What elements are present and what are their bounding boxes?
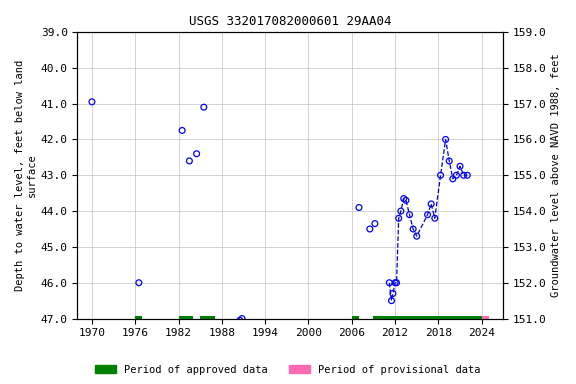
Point [192, 151, 201, 157]
Point [452, 172, 461, 178]
Point [408, 226, 418, 232]
Bar [438, 316, 446, 321]
Point [388, 290, 397, 296]
Bar [186, 316, 193, 321]
Point [237, 316, 247, 322]
Point [427, 201, 436, 207]
Bar [482, 316, 489, 321]
Bar [424, 316, 431, 321]
Point [88, 99, 97, 105]
Bar [475, 316, 482, 321]
Bar [431, 316, 438, 321]
Point [441, 136, 450, 142]
Point [445, 158, 454, 164]
Point [456, 163, 465, 169]
Point [459, 172, 468, 178]
Title: USGS 332017082000601 29AA04: USGS 332017082000601 29AA04 [189, 15, 392, 28]
Bar [381, 316, 388, 321]
Bar [135, 316, 142, 321]
Point [399, 195, 408, 202]
Point [394, 215, 403, 221]
Point [385, 280, 394, 286]
Point [392, 280, 401, 286]
Bar [200, 316, 215, 321]
Point [436, 172, 445, 178]
Point [423, 212, 432, 218]
Bar [467, 316, 475, 321]
Bar [446, 316, 453, 321]
Point [387, 298, 396, 304]
Point [370, 220, 380, 227]
Point [354, 204, 363, 210]
Point [401, 197, 411, 204]
Bar [417, 316, 424, 321]
Point [235, 317, 244, 323]
Point [405, 212, 414, 218]
Point [365, 226, 374, 232]
Bar [453, 316, 460, 321]
Legend: Period of approved data, Period of provisional data: Period of approved data, Period of provi… [91, 361, 485, 379]
Bar [460, 316, 467, 321]
Bar [352, 316, 359, 321]
Point [396, 208, 406, 214]
Bar [402, 316, 410, 321]
Point [463, 172, 472, 178]
Bar [179, 316, 186, 321]
Y-axis label: Groundwater level above NAVD 1988, feet: Groundwater level above NAVD 1988, feet [551, 53, 561, 297]
Y-axis label: Depth to water level, feet below land
surface: Depth to water level, feet below land su… [15, 60, 37, 291]
Bar [410, 316, 417, 321]
Point [199, 104, 209, 110]
Point [448, 176, 457, 182]
Point [134, 280, 143, 286]
Bar [373, 316, 381, 321]
Point [412, 233, 422, 239]
Bar [388, 316, 395, 321]
Point [391, 280, 400, 286]
Point [185, 158, 194, 164]
Point [177, 127, 187, 134]
Bar [395, 316, 402, 321]
Point [430, 215, 439, 221]
